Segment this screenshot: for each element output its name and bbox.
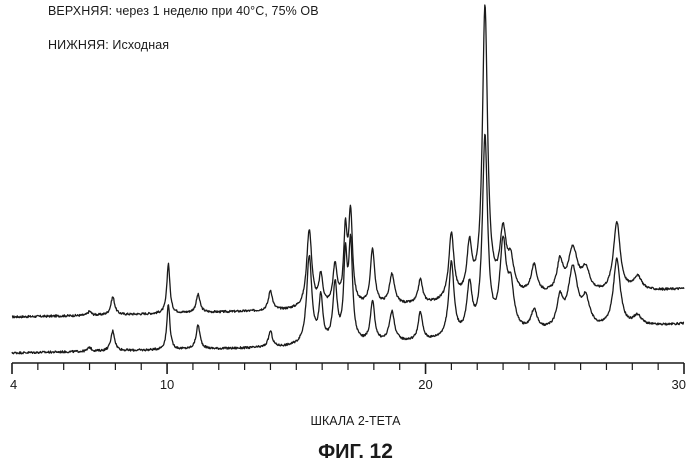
x-axis-label: ШКАЛА 2-ТЕТА [0, 414, 699, 428]
figure-caption-number: 12 [370, 440, 393, 463]
series-line-lower [12, 134, 684, 353]
x-tick-label: 4 [10, 377, 17, 392]
figure-caption: ФИГ. 12 [0, 440, 699, 464]
figure-caption-prefix: ФИГ. [318, 441, 364, 463]
x-tick-label: 10 [160, 377, 174, 392]
x-axis: 4 10 20 30 [10, 363, 686, 392]
xrd-pattern-chart: 4 10 20 30 [0, 0, 699, 410]
x-tick-label: 30 [672, 377, 686, 392]
x-tick-label: 20 [418, 377, 432, 392]
series-line-upper [12, 5, 684, 318]
plot-area [12, 5, 684, 354]
